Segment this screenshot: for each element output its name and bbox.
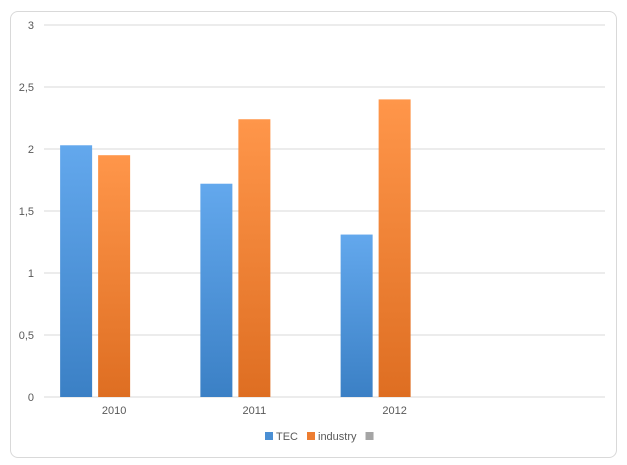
x-tick-label: 2010 bbox=[102, 405, 126, 417]
legend: TEC industry bbox=[265, 431, 374, 443]
legend-swatch bbox=[365, 432, 374, 440]
gridlines bbox=[44, 24, 605, 398]
x-tick-label: 2012 bbox=[382, 405, 406, 417]
x-tick-label: 2011 bbox=[243, 405, 267, 417]
y-tick-label: 3 bbox=[28, 20, 34, 32]
bar-industry-2010 bbox=[98, 155, 131, 397]
bar-tec-2012 bbox=[340, 234, 373, 397]
y-tick-label: 1 bbox=[28, 268, 34, 280]
y-tick-label: 2,5 bbox=[19, 82, 34, 94]
y-axis-ticks: 0 0,5 1 1,5 2 2,5 3 bbox=[19, 20, 34, 404]
y-tick-label: 2 bbox=[28, 144, 34, 156]
bar-industry-2011 bbox=[238, 119, 271, 398]
y-tick-label: 1,5 bbox=[19, 206, 34, 218]
legend-swatch bbox=[265, 432, 273, 440]
y-tick-label: 0 bbox=[28, 392, 34, 404]
bar-tec-2010 bbox=[60, 145, 93, 397]
bars bbox=[60, 99, 411, 398]
y-tick-label: 0,5 bbox=[19, 330, 34, 342]
x-axis-ticks: 2010 2011 2012 bbox=[102, 405, 407, 417]
legend-label: TEC bbox=[276, 431, 298, 443]
bar-tec-2011 bbox=[200, 183, 233, 397]
legend-swatch bbox=[307, 432, 315, 440]
legend-label: industry bbox=[318, 431, 357, 443]
bar-industry-2012 bbox=[378, 99, 411, 398]
